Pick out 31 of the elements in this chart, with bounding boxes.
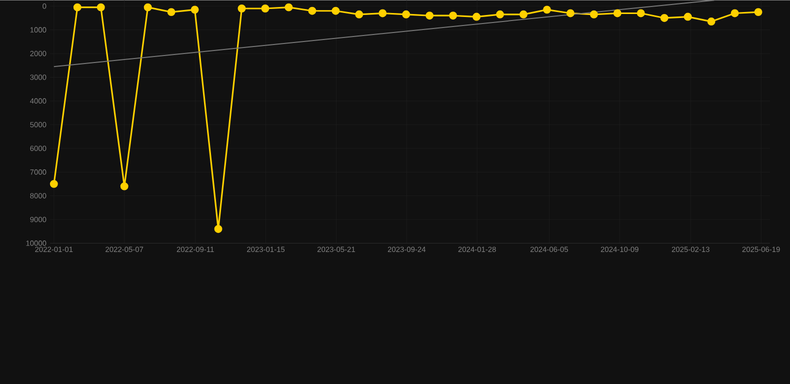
point xyxy=(730,9,739,18)
point xyxy=(50,180,58,188)
point xyxy=(190,6,199,14)
point xyxy=(613,9,622,18)
point xyxy=(590,10,598,18)
point xyxy=(402,10,410,18)
point xyxy=(472,12,481,21)
point xyxy=(144,3,152,12)
point xyxy=(167,8,176,16)
point xyxy=(660,14,668,22)
point xyxy=(566,9,574,18)
point xyxy=(754,8,762,16)
point xyxy=(308,6,316,15)
point xyxy=(426,12,434,20)
point xyxy=(238,4,246,12)
point xyxy=(355,10,364,18)
point xyxy=(684,12,692,21)
point xyxy=(707,17,716,26)
point xyxy=(96,3,105,12)
point xyxy=(261,4,270,12)
point xyxy=(542,6,551,14)
point xyxy=(214,224,222,233)
point xyxy=(120,182,128,190)
point xyxy=(520,10,528,18)
point xyxy=(449,12,458,20)
point xyxy=(378,9,387,18)
point xyxy=(496,10,504,18)
point xyxy=(73,3,82,12)
point xyxy=(636,9,645,18)
point xyxy=(332,6,340,15)
point xyxy=(284,3,293,12)
